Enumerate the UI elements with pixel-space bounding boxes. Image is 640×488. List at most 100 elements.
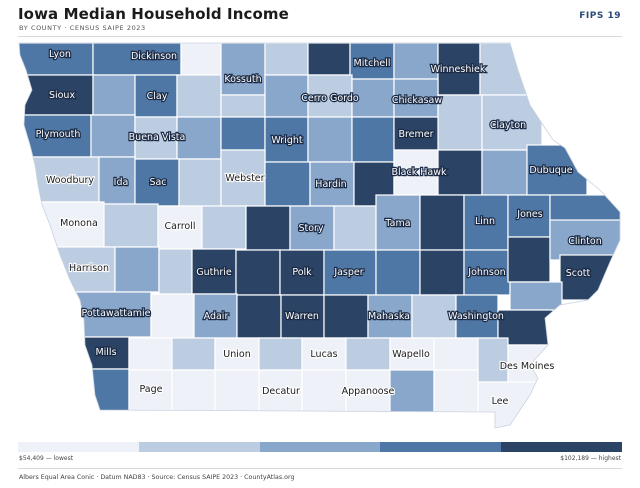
county-carroll[interactable] <box>157 205 203 250</box>
county-fayette[interactable] <box>437 94 483 151</box>
county-worth[interactable] <box>307 43 351 76</box>
county-linn[interactable] <box>463 194 509 251</box>
county-poweshiek[interactable] <box>375 249 421 296</box>
county-clinton[interactable] <box>549 219 622 261</box>
county-davis[interactable] <box>389 369 435 413</box>
county-monroe[interactable] <box>345 337 391 371</box>
county-sac[interactable] <box>134 158 180 207</box>
county-taylor[interactable] <box>171 369 216 413</box>
county-adair[interactable] <box>193 293 238 339</box>
county-lee[interactable] <box>477 381 539 432</box>
label-sac: Sac <box>149 177 166 188</box>
label-pottawattamie: Pottawattamie <box>81 308 150 319</box>
county-kossuth[interactable] <box>220 43 266 96</box>
label-monona: Monona <box>60 218 98 229</box>
county-wright[interactable] <box>264 116 309 163</box>
label-washington: Washington <box>448 311 504 322</box>
county-jefferson[interactable] <box>433 337 479 371</box>
county-crawford[interactable] <box>103 203 159 248</box>
legend-class-3 <box>259 442 381 452</box>
county-clarke[interactable] <box>258 337 303 371</box>
county-franklin[interactable] <box>307 116 353 163</box>
county-clay[interactable] <box>134 74 178 118</box>
county-webster[interactable] <box>220 149 266 207</box>
county-page[interactable] <box>128 369 173 413</box>
county-madison[interactable] <box>236 294 282 339</box>
legend-class-1 <box>18 442 139 452</box>
county-boone[interactable] <box>245 205 291 251</box>
county-chickasaw[interactable] <box>393 78 439 118</box>
county-buena-vista[interactable] <box>134 116 178 160</box>
county-montgomery[interactable] <box>128 337 173 371</box>
county-sioux[interactable] <box>19 74 94 116</box>
label-plymouth: Plymouth <box>36 129 81 140</box>
label-clinton: Clinton <box>568 236 602 247</box>
label-mills: Mills <box>95 347 116 358</box>
county-winnebago[interactable] <box>264 43 309 76</box>
county-audubon[interactable] <box>158 248 193 295</box>
county-greene[interactable] <box>201 205 247 250</box>
county-cedar[interactable] <box>507 236 551 283</box>
county-allamakee[interactable] <box>479 43 531 96</box>
label-woodbury: Woodbury <box>46 175 94 186</box>
label-decatur: Decatur <box>262 386 300 397</box>
label-scott: Scott <box>566 268 591 279</box>
county-cherokee[interactable] <box>90 114 136 158</box>
county-keokuk[interactable] <box>411 294 457 339</box>
label-webster: Webster <box>225 173 264 184</box>
county-ringgold[interactable] <box>214 369 260 413</box>
label-carroll: Carroll <box>165 221 196 232</box>
county-henry[interactable] <box>477 337 509 383</box>
map-subtitle: BY COUNTY · CENSUS SAIPE 2023 <box>19 24 146 32</box>
county-union[interactable] <box>214 337 260 371</box>
county-warren[interactable] <box>280 294 325 339</box>
county-black-hawk[interactable] <box>393 149 439 196</box>
county-howard[interactable] <box>393 43 439 80</box>
county-van-buren[interactable] <box>433 369 479 413</box>
county-benton[interactable] <box>419 194 465 251</box>
county-obrien[interactable] <box>92 74 136 116</box>
county-hardin[interactable] <box>309 161 355 207</box>
county-appanoose[interactable] <box>345 369 391 413</box>
county-hancock[interactable] <box>264 74 309 118</box>
county-calhoun[interactable] <box>178 158 222 207</box>
county-fremont[interactable] <box>19 368 130 413</box>
county-adams[interactable] <box>171 337 216 371</box>
county-butler[interactable] <box>351 116 395 163</box>
county-marion[interactable] <box>323 294 369 339</box>
footer-divider <box>18 468 622 469</box>
label-appanoose: Appanoose <box>342 386 395 397</box>
county-palo-alto[interactable] <box>176 74 222 118</box>
county-polk[interactable] <box>279 249 325 296</box>
label-clayton: Clayton <box>490 120 526 131</box>
label-page: Page <box>140 384 163 395</box>
label-kossuth: Kossuth <box>224 74 261 85</box>
legend-class-5 <box>501 442 622 452</box>
county-delaware[interactable] <box>481 149 528 196</box>
county-washington[interactable] <box>455 294 499 339</box>
label-tama: Tama <box>384 218 410 229</box>
county-humboldt[interactable] <box>220 116 266 151</box>
county-muscatine[interactable] <box>509 281 563 311</box>
county-emmet[interactable] <box>180 43 222 76</box>
county-humboldt-n[interactable] <box>220 94 266 118</box>
label-sioux: Sioux <box>49 90 76 101</box>
county-wayne[interactable] <box>301 369 347 413</box>
county-shelby[interactable] <box>114 246 160 293</box>
county-hamilton[interactable] <box>264 161 311 207</box>
county-cass[interactable] <box>150 293 195 339</box>
county-labels: Lyon Dickinson Kossuth Mitchell Winneshi… <box>34 48 603 408</box>
label-mitchell: Mitchell <box>354 58 391 69</box>
fips-badge: FIPS 19 <box>579 11 621 21</box>
label-clay: Clay <box>147 91 168 102</box>
map-title: Iowa Median Household Income <box>18 5 289 23</box>
label-lee: Lee <box>492 396 509 407</box>
label-lucas: Lucas <box>310 349 337 360</box>
label-des-moines: Des Moines <box>500 361 555 372</box>
county-marshall[interactable] <box>333 205 377 251</box>
county-iowa[interactable] <box>419 249 465 296</box>
label-jasper: Jasper <box>333 267 363 278</box>
label-story: Story <box>298 223 323 234</box>
county-dallas[interactable] <box>235 249 281 296</box>
legend-color-scale <box>18 442 622 452</box>
